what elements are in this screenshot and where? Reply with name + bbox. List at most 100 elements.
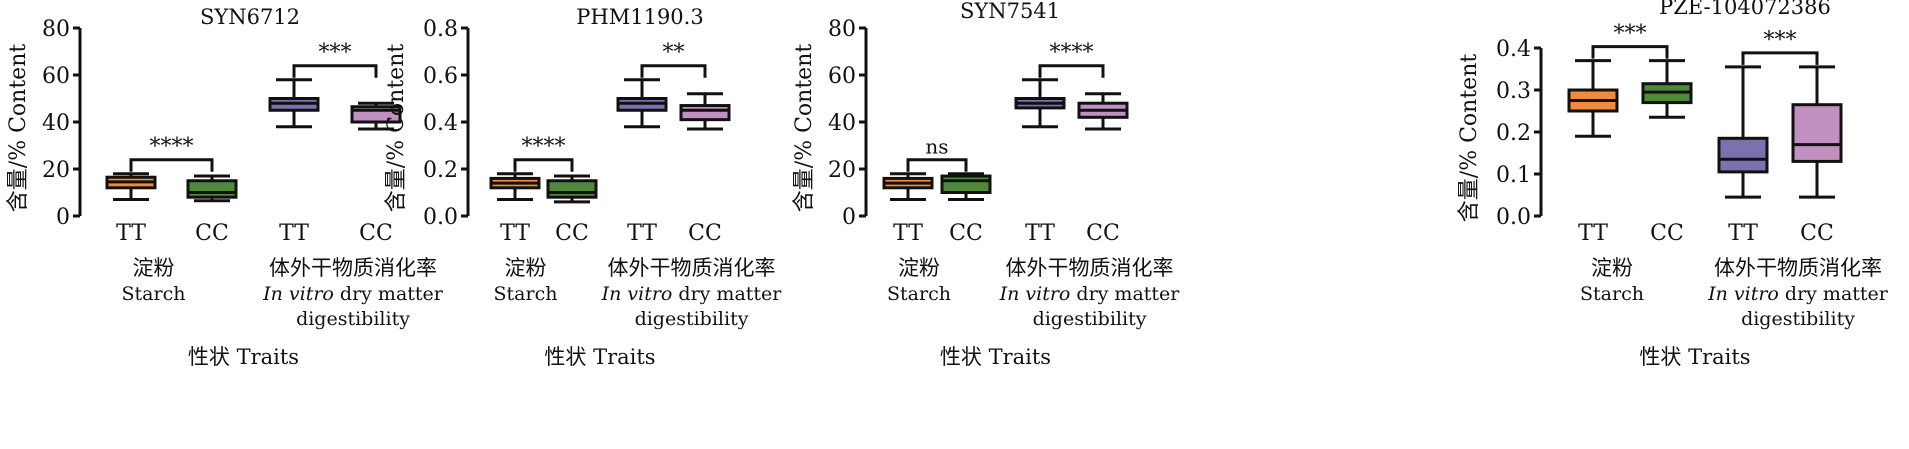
significance-bracket [1038, 64, 1105, 78]
group-label-en: Starch [122, 283, 186, 305]
group-label-en-text: dry matter [672, 283, 782, 305]
x-tick-label: CC [555, 221, 589, 246]
box-tt-starch [882, 172, 934, 202]
box-cc-digestibility [1077, 92, 1129, 131]
y-tick-label: 40 [42, 111, 70, 136]
significance-label: *** [319, 41, 352, 66]
y-tick-label: 0.0 [1496, 205, 1531, 230]
group-label-en: Starch [494, 283, 558, 305]
group-label-en-text: Starch [122, 283, 186, 305]
group-label-en-line2: digestibility [635, 308, 749, 330]
group-label-cn: 淀粉 [898, 256, 940, 280]
panel-title: SYN7541 [960, 0, 1060, 23]
box-tt-digestibility [268, 78, 320, 129]
y-tick-label: 0.4 [1496, 37, 1531, 62]
box-tt-starch [489, 172, 541, 202]
x-tick-label: CC [1650, 221, 1684, 246]
x-tick-label: CC [688, 221, 722, 246]
significance-label: **** [522, 135, 566, 160]
x-tick-label: TT [1578, 221, 1608, 246]
x-tick-label: TT [1728, 221, 1758, 246]
y-tick-label: 20 [42, 158, 70, 183]
panel-2: PHM1190.3 0.0 0.2 0.4 0.6 0.8 含量/% Content TT CC… [384, 5, 782, 369]
group-label-en-italic: In vitro [1707, 283, 1779, 305]
significance-bracket [292, 64, 378, 78]
significance-bracket [1591, 45, 1669, 59]
box-tt-digestibility [1014, 78, 1066, 129]
group-label-cn: 体外干物质消化率 [1714, 256, 1882, 280]
group-label-en-line2: digestibility [296, 308, 410, 330]
group-label-en: In vitro dry matter [601, 283, 783, 305]
significance-bracket [513, 158, 574, 172]
panel-title: SYN6712 [200, 5, 300, 29]
panel-4: PZE-104072386 0.0 0.1 0.2 0.3 0.4 含量/% Content… [1457, 0, 1889, 369]
group-label-en-italic: In vitro [601, 283, 673, 305]
y-tick-label: 0 [56, 205, 70, 230]
y-tick-label: 0.8 [423, 17, 458, 42]
group-label-cn: 体外干物质消化率 [269, 256, 437, 280]
x-tick-label: TT [116, 221, 146, 246]
y-tick-label: 0.4 [423, 111, 458, 136]
panel-title: PHM1190.3 [576, 5, 703, 29]
y-tick-label: 40 [828, 111, 856, 136]
x-tick-label: TT [279, 221, 309, 246]
group-label-en-text: Starch [887, 283, 951, 305]
box-iqr [940, 174, 992, 195]
y-tick-label: 0.3 [1496, 79, 1531, 104]
y-tick-label: 20 [828, 158, 856, 183]
significance-bracket [129, 158, 214, 172]
x-tick-label: CC [359, 221, 393, 246]
y-tick-label: 60 [42, 64, 70, 89]
box-cc-digestibility [679, 92, 731, 131]
box-tt-starch [105, 172, 157, 202]
box-iqr [1717, 136, 1769, 174]
x-axis-label: 性状 Traits [188, 345, 299, 369]
group-label-en-text: dry matter [1779, 283, 1889, 305]
y-tick-label: 80 [42, 17, 70, 42]
y-tick-label: 80 [828, 17, 856, 42]
y-axis-label: 含量/% Content [1457, 54, 1482, 223]
group-label-en-text: Starch [1580, 283, 1644, 305]
group-label-en-line2: digestibility [1033, 308, 1147, 330]
y-axis-label: 含量/% Content [6, 44, 31, 213]
box-tt-starch [1567, 59, 1619, 138]
y-tick-label: 0 [842, 205, 856, 230]
box-cc-digestibility [350, 101, 402, 131]
group-label-en-text: Starch [494, 283, 558, 305]
group-label-en-text: dry matter [334, 283, 444, 305]
group-label-en: Starch [887, 283, 951, 305]
y-axis-label: 含量/% Content [792, 44, 817, 213]
significance-bracket [906, 158, 968, 172]
group-label-en-italic: In vitro [999, 283, 1071, 305]
y-tick-label: 60 [828, 64, 856, 89]
significance-label: ** [663, 41, 685, 66]
box-iqr [186, 179, 238, 199]
significance-label: **** [150, 135, 194, 160]
group-label-cn: 淀粉 [1591, 256, 1633, 280]
x-tick-label: CC [949, 221, 983, 246]
x-axis-label: 性状 Traits [544, 345, 655, 369]
x-tick-label: TT [627, 221, 657, 246]
group-label-en: In vitro dry matter [262, 283, 444, 305]
box-cc-starch [1641, 59, 1693, 119]
panel-3: SYN7541 0 20 40 60 80 含量/% Content TT CC TT CC ns **… [792, 0, 1180, 369]
box-cc-starch [186, 174, 238, 203]
group-label-cn: 体外干物质消化率 [608, 256, 776, 280]
group-label-cn: 体外干物质消化率 [1006, 256, 1174, 280]
group-label-cn: 淀粉 [133, 256, 175, 280]
box-iqr [1791, 103, 1843, 163]
group-label-en: In vitro dry matter [1707, 283, 1889, 305]
box-cc-starch [940, 172, 992, 202]
group-label-en: Starch [1580, 283, 1644, 305]
significance-label: ns [925, 135, 948, 159]
group-label-cn: 淀粉 [505, 256, 547, 280]
y-tick-label: 0.2 [423, 158, 458, 183]
box-tt-digestibility [616, 78, 668, 129]
box-iqr [546, 179, 598, 199]
x-axis-label: 性状 Traits [940, 345, 1051, 369]
y-tick-label: 0.6 [423, 64, 458, 89]
significance-label: *** [1764, 28, 1797, 53]
x-tick-label: CC [1800, 221, 1834, 246]
x-tick-label: CC [1086, 221, 1120, 246]
